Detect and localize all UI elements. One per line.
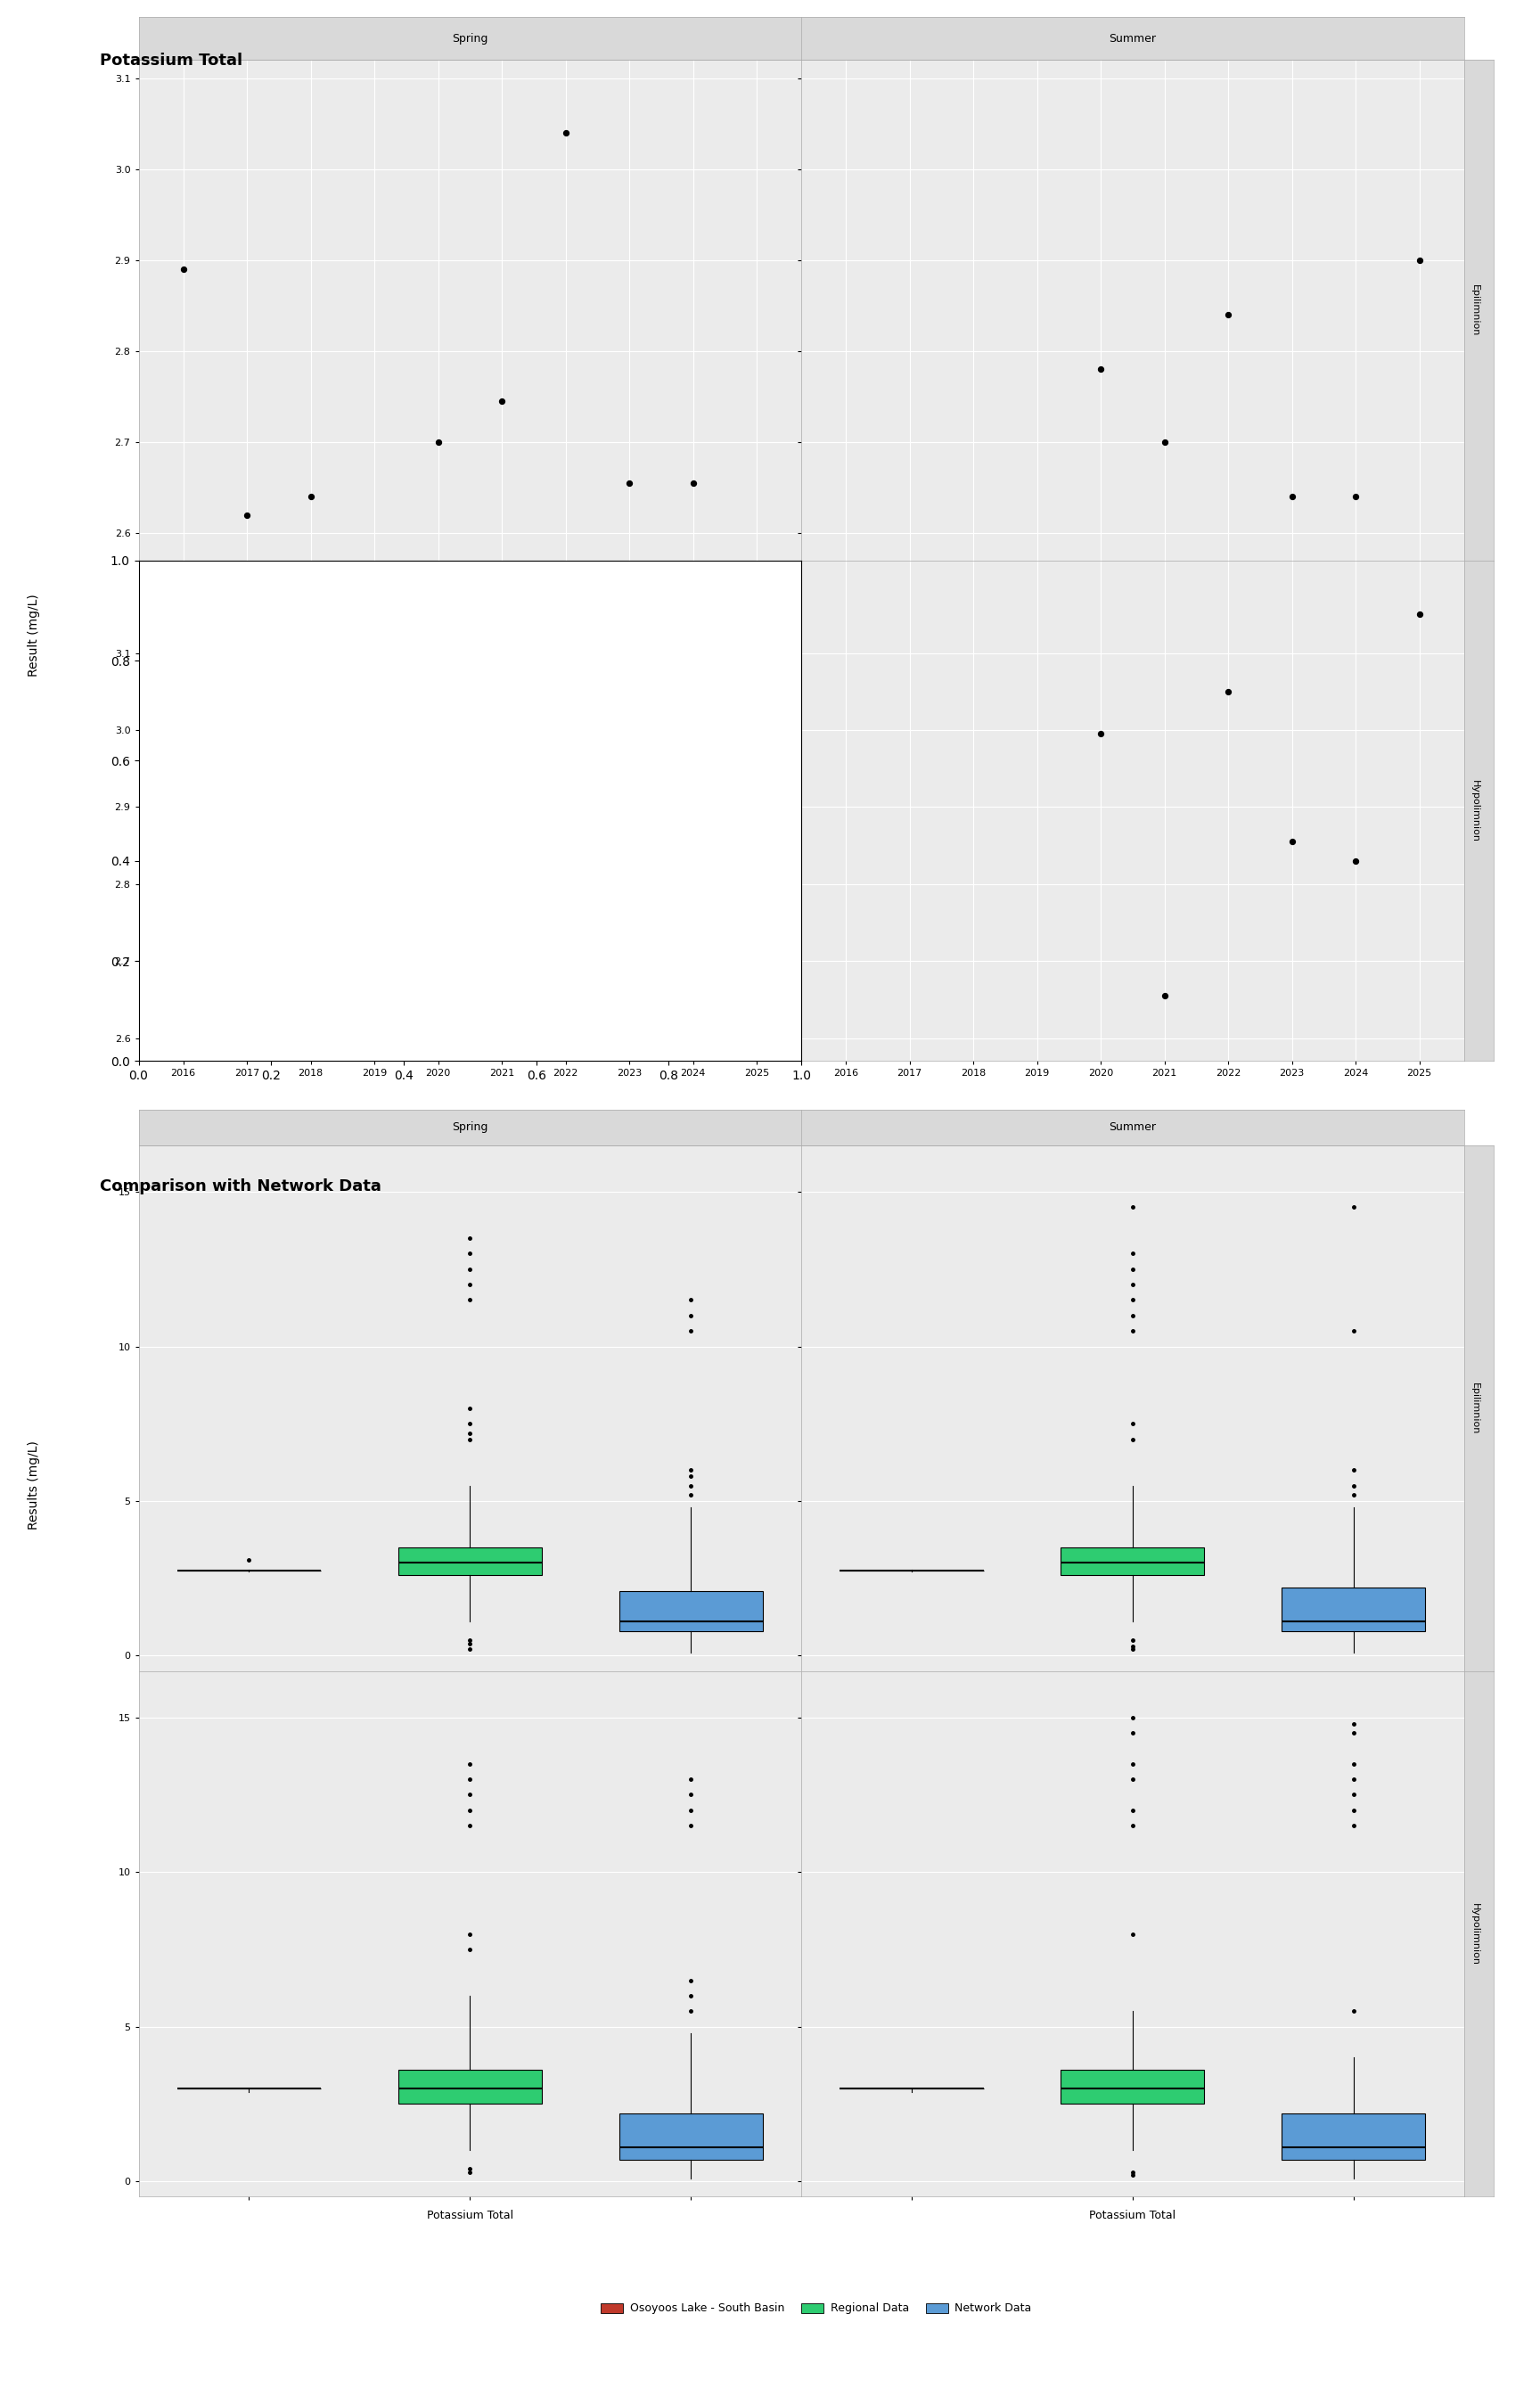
Text: Summer: Summer [1109,1121,1157,1133]
Point [553,113,578,151]
Point [1089,714,1113,752]
PathPatch shape [619,1591,762,1632]
Legend: Osoyoos Lake - South Basin, Regional Data, Network Data: Osoyoos Lake - South Basin, Regional Dat… [596,2298,1036,2319]
PathPatch shape [399,1548,542,1574]
Point [1408,242,1432,280]
PathPatch shape [619,2113,762,2159]
Point [681,465,705,503]
Point [553,712,578,750]
Text: Potassium Total: Potassium Total [100,53,243,69]
Text: Epilimnion: Epilimnion [1471,285,1478,335]
Point [1152,424,1177,462]
X-axis label: Potassium Total: Potassium Total [427,1684,513,1696]
Text: Epilimnion: Epilimnion [1471,1382,1478,1435]
Text: Result (mg/L): Result (mg/L) [28,594,40,676]
Text: Comparison with Network Data: Comparison with Network Data [100,1179,382,1196]
Text: Hypolimnion: Hypolimnion [1471,1902,1478,1965]
Text: Hypolimnion: Hypolimnion [1471,779,1478,841]
Text: Spring: Spring [451,1121,488,1133]
X-axis label: Potassium Total: Potassium Total [427,2209,513,2221]
Point [1280,477,1304,515]
Point [1343,841,1368,879]
Point [1408,594,1432,633]
Point [425,424,450,462]
Point [618,721,642,760]
PathPatch shape [1061,2070,1204,2104]
Point [490,918,514,956]
Point [1089,350,1113,388]
Point [425,918,450,956]
Point [618,465,642,503]
Point [234,496,259,534]
Point [744,594,768,633]
Point [299,477,323,515]
Point [1217,673,1241,712]
Point [1280,822,1304,860]
Point [1152,978,1177,1016]
Text: Spring: Spring [451,34,488,43]
Point [362,637,387,676]
X-axis label: Potassium Total: Potassium Total [1089,2209,1177,2221]
Text: Results (mg/L): Results (mg/L) [28,1440,40,1531]
Point [1343,477,1368,515]
PathPatch shape [399,2070,542,2104]
Point [490,381,514,419]
Text: Summer: Summer [1109,34,1157,43]
PathPatch shape [1061,1548,1204,1574]
Point [1217,295,1241,333]
PathPatch shape [1281,2113,1426,2159]
Point [171,249,196,288]
X-axis label: Potassium Total: Potassium Total [1089,1684,1177,1696]
Point [681,918,705,956]
PathPatch shape [1281,1589,1426,1632]
